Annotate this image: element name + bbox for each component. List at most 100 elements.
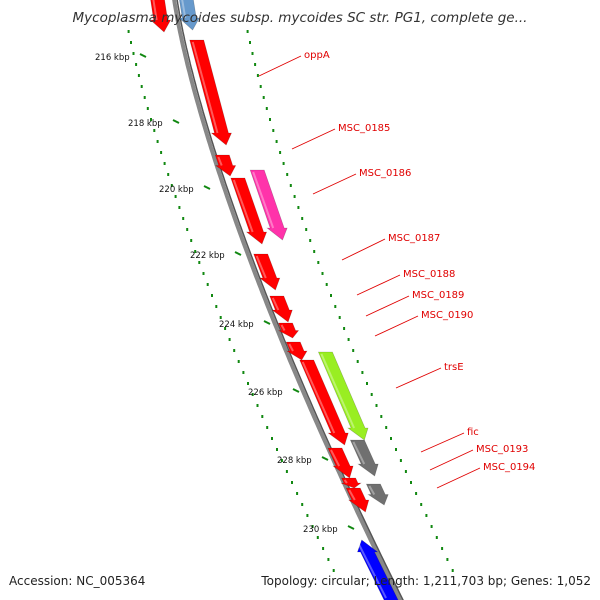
cds-arrow-highlight (330, 449, 341, 467)
outer-track-dot (325, 283, 328, 286)
gene-label-leader (291, 128, 336, 150)
gene-label[interactable]: MSC_0193 (476, 444, 528, 455)
outer-track-dot (380, 415, 383, 418)
ruler-dot (140, 85, 143, 88)
outer-track-dot (293, 195, 296, 198)
cds-arrow (253, 253, 281, 291)
ruler-dot (224, 327, 227, 330)
ruler-tick-label: 216 kbp (95, 53, 130, 63)
cds-arrow (285, 341, 308, 361)
ruler-dot (233, 349, 236, 352)
cds-arrow-highlight (343, 479, 348, 484)
ruler-dot (143, 96, 146, 99)
cds-arrow-highlight (271, 297, 280, 311)
ruler-dot (206, 283, 209, 286)
outer-track-dot (425, 514, 428, 517)
map-title: Mycoplasma mycoides subsp. mycoides SC s… (72, 10, 528, 26)
outer-track-dot (297, 206, 300, 209)
ruler-dot (301, 503, 304, 506)
outer-track-dot (249, 41, 251, 44)
ruler-dot (219, 316, 222, 319)
outer-track-dot (410, 481, 412, 484)
ruler-dot (137, 74, 140, 77)
cds-arrow-highlight (288, 343, 294, 352)
cds-arrow (230, 177, 268, 245)
outer-track-dot (301, 217, 304, 220)
ruler-dot (228, 338, 231, 341)
gene-label[interactable]: MSC_0187 (388, 233, 440, 244)
ruler-dot (132, 52, 135, 55)
outer-track-dot (313, 250, 316, 253)
cds-arrow (340, 477, 362, 489)
ruler-tick-label: 220 kbp (159, 185, 194, 195)
ruler-dot (156, 140, 159, 143)
ruler-tick-label: 222 kbp (190, 251, 225, 261)
ruler-dot (202, 272, 205, 275)
ruler-major-tick (234, 251, 242, 256)
outer-track-dot (370, 393, 373, 396)
outer-track-dot (338, 316, 341, 319)
gene-label[interactable]: MSC_0189 (412, 290, 464, 301)
gene-label-leader (436, 467, 481, 489)
outer-track-dot (251, 52, 254, 55)
ruler-dot (170, 184, 173, 187)
fic-arrow (327, 447, 354, 479)
ruler-dot (160, 151, 163, 154)
gene-label[interactable]: MSC_0188 (403, 269, 455, 280)
outer-track-dot (254, 63, 257, 66)
outer-track-dot (375, 404, 378, 407)
cds-arrow-highlight (217, 156, 223, 166)
outer-track-dot (275, 140, 278, 143)
outer-track-dot (330, 294, 332, 297)
ruler-dot (280, 459, 283, 462)
outer-track-dot (321, 272, 324, 275)
outer-track-dot (262, 96, 265, 99)
gene-label[interactable]: trsE (444, 362, 464, 373)
gene-label[interactable]: MSC_0194 (483, 462, 535, 473)
gene-label-leader (341, 238, 386, 261)
cds-arrow (269, 295, 293, 323)
ruler-dot (322, 547, 325, 550)
ruler-dot (291, 481, 293, 484)
ruler-dot (285, 470, 288, 473)
ruler-dot (306, 514, 309, 517)
cds-arrow (149, 0, 172, 33)
cds-arrow (214, 154, 237, 177)
ruler-dot (167, 173, 170, 176)
outer-track-dot (317, 261, 320, 264)
outer-track-dot (361, 371, 364, 374)
gene-label-leader (258, 55, 302, 77)
outer-track-dot (399, 459, 402, 462)
ruler-tick-label: 226 kbp (248, 388, 283, 398)
gene-label[interactable]: fic (467, 427, 479, 438)
outer-track-dot (334, 305, 337, 308)
gene-label-leader (395, 367, 442, 389)
outer-track-dot (282, 162, 285, 165)
ruler-dot (332, 569, 335, 572)
ruler-dot (215, 305, 218, 308)
outer-track-dot (309, 239, 312, 242)
gene-label[interactable]: oppA (304, 50, 330, 61)
ruler-dot (316, 536, 319, 539)
ruler-tick-label: 228 kbp (277, 456, 312, 466)
cds-arrow-highlight (368, 485, 376, 495)
outer-track-dot (395, 448, 397, 451)
gene-label[interactable]: MSC_0186 (359, 168, 411, 179)
oppA-arrow (189, 39, 232, 146)
gene-label[interactable]: MSC_0190 (421, 310, 473, 321)
gene-label-leader (374, 315, 419, 337)
cds-arrow (357, 539, 399, 600)
outer-track-dot (269, 118, 271, 121)
backbone-track (172, 0, 403, 600)
outer-track-dot (404, 470, 407, 473)
outer-track-dot (286, 173, 289, 176)
ruler-dot (146, 107, 149, 110)
ruler-dot (237, 360, 240, 363)
cds-arrow-highlight (232, 179, 254, 233)
gene-label[interactable]: MSC_0185 (338, 123, 390, 134)
cds-arrow-highlight (352, 441, 366, 465)
cds-arrow-highlight (348, 489, 356, 501)
ruler-dot (182, 217, 185, 220)
ruler-dot (247, 382, 249, 385)
